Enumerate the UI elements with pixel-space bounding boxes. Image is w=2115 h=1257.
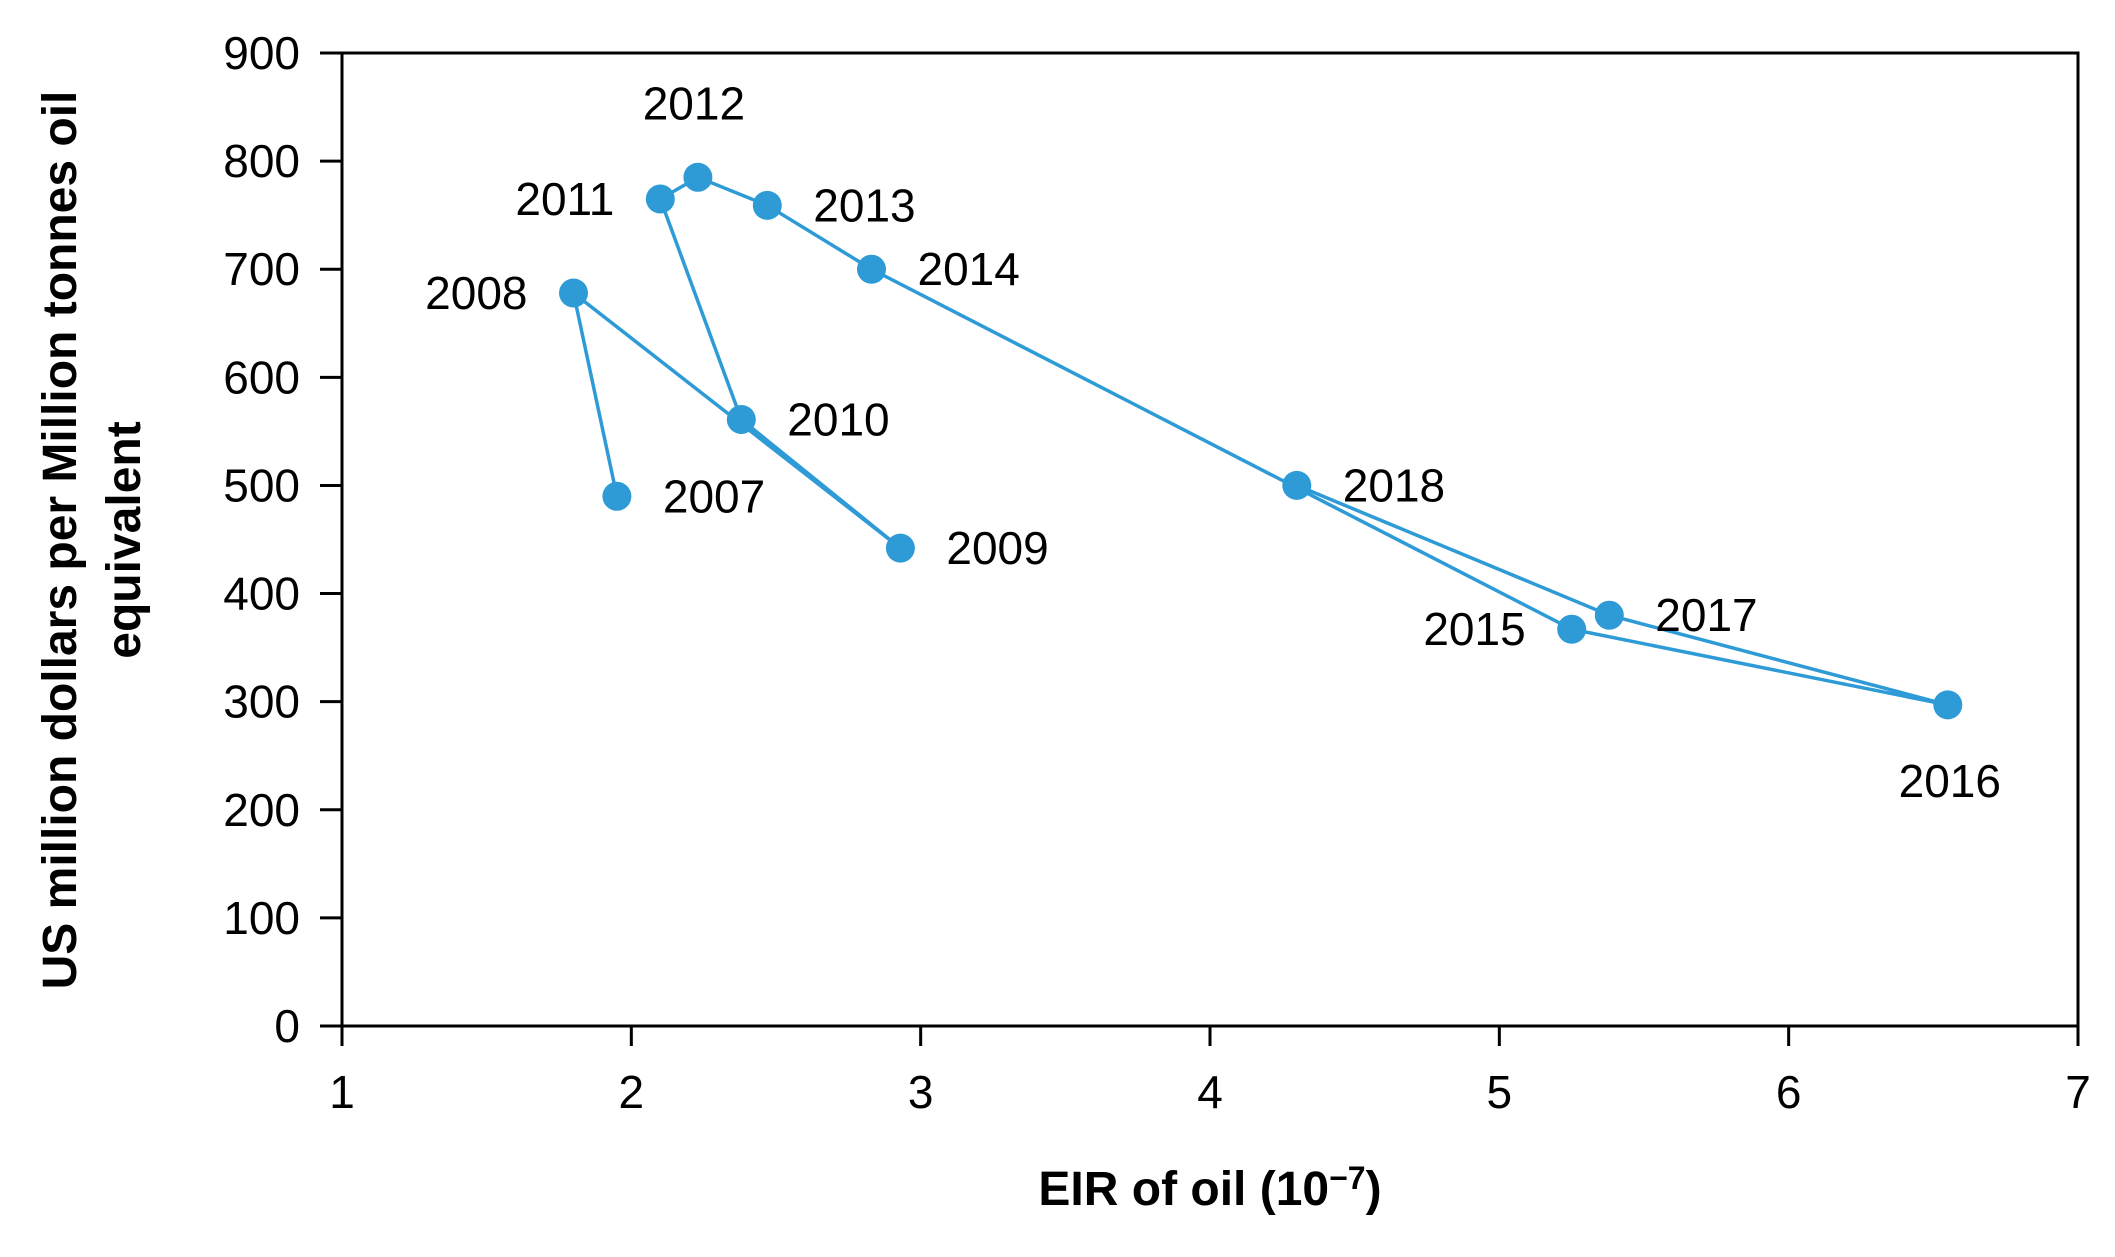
year-label-2016: 2016	[1899, 755, 2001, 807]
x-tick-label-5: 5	[1487, 1066, 1513, 1118]
y-axis-title-line1: US million dollars per Million tonnes oi…	[34, 91, 87, 990]
x-tick-label-4: 4	[1197, 1066, 1223, 1118]
year-label-2011: 2011	[515, 173, 614, 225]
data-point-2014	[857, 254, 886, 284]
data-point-2013	[752, 190, 782, 220]
x-axis-title-close: )	[1366, 1163, 1382, 1216]
data-series	[559, 162, 1963, 720]
data-point-2018	[1282, 470, 1312, 500]
y-tick-label-800: 800	[223, 135, 300, 187]
x-tick-label-6: 6	[1776, 1066, 1802, 1118]
x-axis-title-superscript: −7	[1329, 1160, 1365, 1196]
data-point-2016	[1933, 690, 1963, 720]
year-label-2017: 2017	[1655, 589, 1757, 641]
year-label-2008: 2008	[425, 267, 527, 319]
y-tick-label-500: 500	[223, 459, 300, 511]
x-axis-title-base: EIR of oil (10	[1038, 1163, 1329, 1216]
y-tick-label-0: 0	[274, 1000, 300, 1052]
x-tick-label-2: 2	[619, 1066, 645, 1118]
data-point-2007	[602, 481, 632, 511]
data-point-2012	[683, 162, 713, 192]
data-point-2015	[1557, 614, 1587, 644]
x-tick-label-1: 1	[329, 1066, 355, 1118]
y-axis-title-line2: equivalent	[98, 421, 151, 658]
y-tick-label-200: 200	[223, 784, 300, 836]
x-axis-ticks: 1 2 3 4 5 6 7	[329, 1026, 2091, 1118]
series-connecting-line	[570, 175, 1949, 707]
year-label-2010: 2010	[787, 394, 889, 446]
data-point-2017	[1594, 600, 1624, 630]
x-tick-label-3: 3	[908, 1066, 934, 1118]
y-tick-label-600: 600	[223, 351, 300, 403]
year-label-2013: 2013	[813, 179, 915, 231]
y-tick-label-400: 400	[223, 568, 300, 620]
data-point-2010	[726, 405, 756, 434]
year-label-2014: 2014	[918, 243, 1020, 295]
y-axis-ticks: 0 100 200 300 400 500 600 700 800 900	[223, 27, 342, 1052]
y-tick-label-100: 100	[223, 892, 300, 944]
x-tick-label-7: 7	[2065, 1066, 2091, 1118]
data-point-2008	[559, 278, 588, 308]
y-tick-label-300: 300	[223, 676, 300, 728]
data-point-2011	[645, 184, 675, 214]
year-label-2012: 2012	[643, 77, 745, 129]
data-point-2009	[885, 533, 915, 563]
year-label-2015: 2015	[1423, 603, 1525, 655]
y-tick-label-700: 700	[223, 243, 300, 295]
y-tick-label-900: 900	[223, 27, 300, 79]
year-label-2007: 2007	[663, 470, 765, 522]
x-axis-title: EIR of oil (10−7)	[1038, 1160, 1381, 1216]
year-label-2018: 2018	[1343, 459, 1445, 511]
year-label-2009: 2009	[946, 522, 1048, 574]
